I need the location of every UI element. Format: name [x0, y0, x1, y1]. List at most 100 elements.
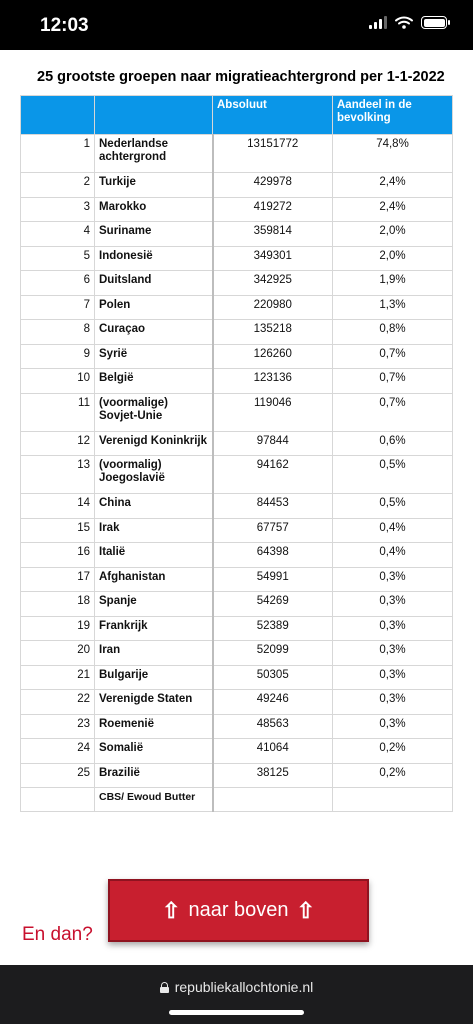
row-rank: 12: [20, 430, 95, 456]
row-absolute: 84453: [211, 493, 333, 519]
row-name: Syrië: [94, 343, 213, 369]
row-name: Italië: [94, 542, 213, 568]
row-absolute: 119046: [211, 392, 333, 432]
row-share: 2,4%: [332, 172, 453, 198]
row-name: Marokko: [94, 196, 213, 222]
row-share: 0,2%: [332, 738, 453, 764]
wifi-icon: [395, 16, 413, 29]
source-credit: CBS/ Ewoud Butter: [94, 787, 213, 812]
row-share: 1,9%: [332, 270, 453, 296]
row-absolute: 54991: [211, 566, 333, 592]
empty-cell: [332, 787, 453, 812]
row-rank: 1: [20, 134, 95, 173]
table-title: 25 grootste groepen naar migratieachterg…: [37, 69, 445, 85]
row-rank: 13: [20, 455, 95, 494]
table-row: 4 Suriname 359814 2,0%: [20, 221, 453, 247]
battery-icon: [421, 16, 450, 29]
row-rank: 14: [20, 493, 95, 519]
row-rank: 5: [20, 245, 95, 271]
row-share: 0,4%: [332, 517, 453, 543]
row-absolute: 49246: [211, 689, 333, 715]
row-absolute: 97844: [211, 430, 333, 456]
row-share: 0,3%: [332, 591, 453, 617]
row-rank: 15: [20, 517, 95, 543]
row-rank: 25: [20, 762, 95, 788]
home-indicator[interactable]: [169, 1010, 304, 1015]
empty-cell: [20, 787, 95, 812]
row-absolute: 126260: [211, 343, 333, 369]
row-share: 0,8%: [332, 319, 453, 345]
row-name: Verenigd Koninkrijk: [94, 430, 213, 456]
table-row: 10 België 123136 0,7%: [20, 368, 453, 394]
back-to-top-button[interactable]: ⇧ naar boven ⇧: [108, 879, 369, 942]
table-row: 17 Afghanistan 54991 0,3%: [20, 566, 453, 592]
row-absolute: 67757: [211, 517, 333, 543]
status-time: 12:03: [40, 15, 89, 36]
row-rank: 23: [20, 713, 95, 739]
row-name: Brazilië: [94, 762, 213, 788]
row-name: Duitsland: [94, 270, 213, 296]
row-rank: 17: [20, 566, 95, 592]
row-absolute: 50305: [211, 664, 333, 690]
row-rank: 20: [20, 640, 95, 666]
row-rank: 10: [20, 368, 95, 394]
table-row: 13 (voormalig) Joegoslavië 94162 0,5%: [20, 455, 453, 494]
url-text: republiekallochtonie.nl: [174, 979, 314, 995]
row-rank: 21: [20, 664, 95, 690]
row-rank: 22: [20, 689, 95, 715]
row-name: Afghanistan: [94, 566, 213, 592]
row-rank: 18: [20, 591, 95, 617]
row-name: Irak: [94, 517, 213, 543]
url-bar[interactable]: republiekallochtonie.nl: [0, 965, 473, 1024]
row-absolute: 135218: [211, 319, 333, 345]
row-name: Nederlandse achtergrond: [94, 134, 213, 173]
table-row: 24 Somalië 41064 0,2%: [20, 738, 453, 764]
row-rank: 19: [20, 615, 95, 641]
row-absolute: 349301: [211, 245, 333, 271]
row-name: (voormalige) Sovjet-Unie: [94, 392, 213, 432]
table-row: 20 Iran 52099 0,3%: [20, 640, 453, 666]
en-dan-link[interactable]: En dan?: [22, 924, 93, 945]
row-name: Indonesië: [94, 245, 213, 271]
row-absolute: 94162: [211, 455, 333, 494]
table-row: 15 Irak 67757 0,4%: [20, 517, 453, 543]
row-name: Curaçao: [94, 319, 213, 345]
row-share: 0,6%: [332, 430, 453, 456]
row-name: Polen: [94, 294, 213, 320]
table-row: 1 Nederlandse achtergrond 13151772 74,8%: [20, 134, 453, 173]
table-header-row: Absoluut Aandeel in de bevolking: [20, 95, 453, 135]
row-name: Bulgarije: [94, 664, 213, 690]
row-share: 0,7%: [332, 392, 453, 432]
row-absolute: 429978: [211, 172, 333, 198]
table-row: 22 Verenigde Staten 49246 0,3%: [20, 689, 453, 715]
arrow-up-icon: ⇧: [162, 897, 181, 923]
table-row: 23 Roemenië 48563 0,3%: [20, 713, 453, 739]
row-share: 0,5%: [332, 455, 453, 494]
table-row: 3 Marokko 419272 2,4%: [20, 196, 453, 222]
header-name: [94, 95, 213, 135]
row-name: Iran: [94, 640, 213, 666]
row-absolute: 41064: [211, 738, 333, 764]
row-share: 0,3%: [332, 664, 453, 690]
row-absolute: 342925: [211, 270, 333, 296]
row-absolute: 54269: [211, 591, 333, 617]
row-rank: 9: [20, 343, 95, 369]
row-share: 0,2%: [332, 762, 453, 788]
row-absolute: 52389: [211, 615, 333, 641]
row-absolute: 38125: [211, 762, 333, 788]
row-name: Frankrijk: [94, 615, 213, 641]
row-share: 0,7%: [332, 368, 453, 394]
row-share: 0,3%: [332, 689, 453, 715]
web-page: 25 grootste groepen naar migratieachterg…: [0, 50, 473, 965]
row-share: 2,0%: [332, 245, 453, 271]
url-content[interactable]: republiekallochtonie.nl: [0, 979, 473, 995]
table-row: 2 Turkije 429978 2,4%: [20, 172, 453, 198]
row-share: 2,0%: [332, 221, 453, 247]
row-name: China: [94, 493, 213, 519]
row-rank: 16: [20, 542, 95, 568]
table-row: 11 (voormalige) Sovjet-Unie 119046 0,7%: [20, 392, 453, 432]
row-share: 0,4%: [332, 542, 453, 568]
row-rank: 11: [20, 392, 95, 432]
table-row: 18 Spanje 54269 0,3%: [20, 591, 453, 617]
row-name: België: [94, 368, 213, 394]
